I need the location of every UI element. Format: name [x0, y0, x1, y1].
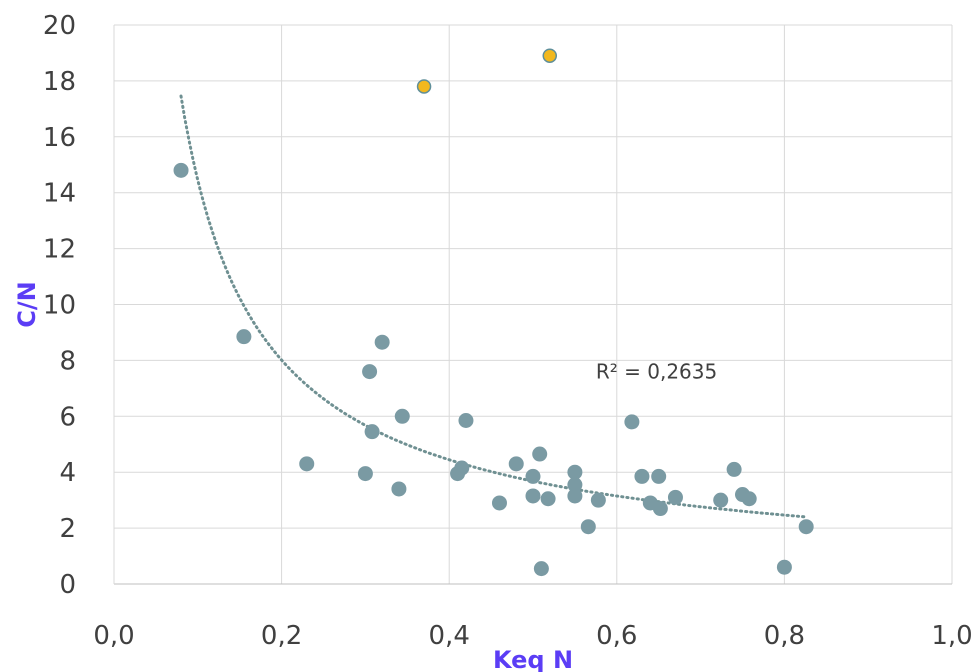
y-tick-label: 20	[43, 11, 76, 41]
data-points	[173, 48, 814, 577]
y-tick-label: 2	[59, 514, 76, 544]
outlier-point	[416, 79, 432, 94]
x-axis-title: Keq N	[493, 646, 573, 672]
data-point	[533, 561, 549, 577]
data-point	[776, 559, 792, 575]
data-point	[394, 408, 410, 424]
y-tick-label: 4	[59, 458, 76, 488]
outlier-point	[542, 48, 558, 63]
grid-lines	[114, 24, 953, 584]
y-tick-label: 6	[59, 402, 76, 432]
data-point	[525, 468, 541, 484]
data-point	[567, 464, 583, 480]
data-point	[299, 456, 315, 472]
data-point	[364, 424, 380, 440]
data-point	[651, 468, 667, 484]
y-tick-label: 10	[43, 291, 76, 321]
y-tick-label: 16	[43, 123, 76, 153]
x-tick-label: 0,0	[93, 621, 134, 651]
data-point	[236, 329, 252, 345]
data-point	[624, 414, 640, 430]
data-point	[357, 466, 373, 482]
x-tick-label: 0,4	[429, 621, 470, 651]
data-point	[374, 334, 390, 350]
data-point	[652, 501, 668, 517]
x-tick-labels: 0,0 0,2 0,4 0,6 0,8 1,0	[93, 621, 972, 651]
y-tick-label: 14	[43, 179, 76, 209]
y-tick-labels: 0 2 4 6 8 10 12 14 16 18 20	[43, 11, 76, 600]
data-point	[567, 488, 583, 504]
data-point	[362, 364, 378, 380]
x-tick-label: 0,6	[596, 621, 637, 651]
data-point	[726, 461, 742, 477]
data-point	[798, 519, 814, 535]
data-point	[458, 412, 474, 428]
r-squared-annotation: R² = 0,2635	[596, 360, 717, 384]
x-tick-label: 0,2	[261, 621, 302, 651]
trendline	[179, 94, 808, 519]
y-tick-label: 8	[59, 346, 76, 376]
data-point	[508, 456, 524, 472]
x-tick-label: 1,0	[931, 621, 972, 651]
data-point	[580, 519, 596, 535]
data-point	[532, 446, 548, 462]
data-point	[634, 468, 650, 484]
data-point	[741, 491, 757, 507]
data-point	[391, 481, 407, 497]
x-tick-label: 0,8	[764, 621, 805, 651]
y-axis-title: C/N	[13, 281, 41, 327]
data-point	[667, 489, 683, 505]
data-point	[567, 477, 583, 493]
y-tick-label: 12	[43, 235, 76, 265]
data-point	[491, 495, 507, 511]
y-tick-label: 0	[59, 570, 76, 600]
data-point	[454, 460, 470, 476]
data-point	[590, 492, 606, 508]
data-point	[540, 491, 556, 507]
data-point	[713, 492, 729, 508]
data-point	[525, 488, 541, 504]
data-point	[173, 162, 189, 178]
y-tick-label: 18	[43, 67, 76, 97]
axes	[113, 25, 952, 585]
